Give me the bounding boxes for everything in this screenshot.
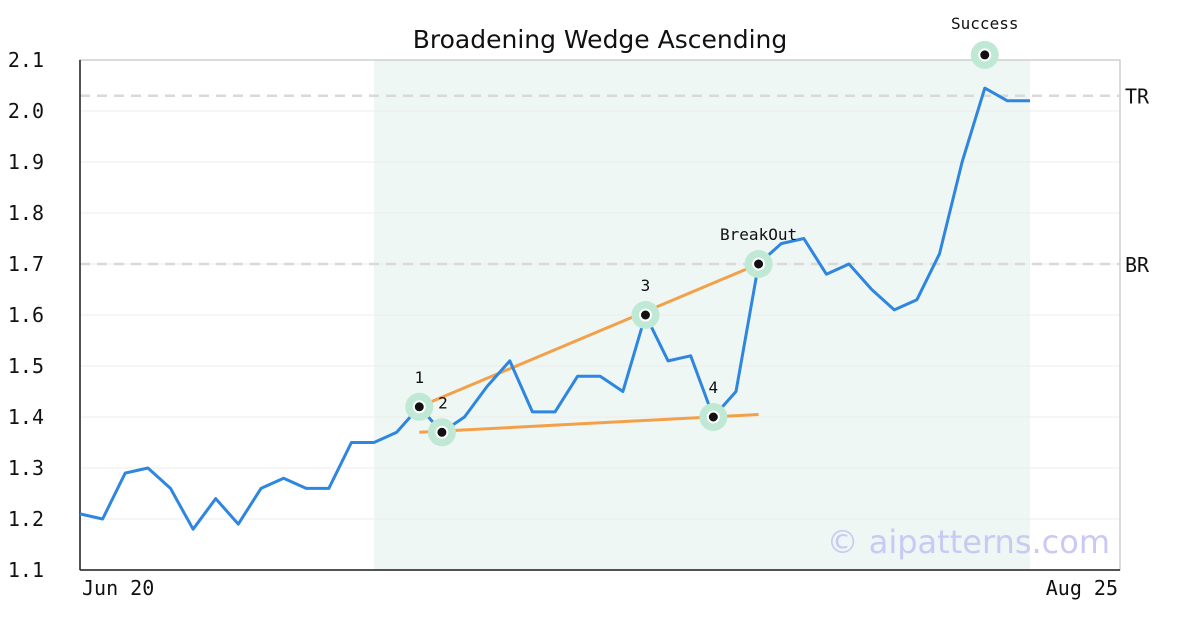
point-label-breakout: BreakOut [720, 225, 797, 244]
chart-title: Broadening Wedge Ascending [413, 25, 788, 54]
y-tick-label: 1.2 [8, 507, 44, 531]
point-label-4: 4 [709, 378, 719, 397]
point-marker-2 [435, 425, 449, 439]
y-tick-label: 1.1 [8, 558, 44, 582]
y-tick-label: 1.8 [8, 201, 44, 225]
price-line [79, 86, 1030, 531]
point-marker-3 [638, 308, 652, 322]
y-tick-label: 2.1 [8, 48, 44, 72]
watermark: © aipatterns.com [827, 523, 1110, 561]
y-tick-label: 1.3 [8, 456, 44, 480]
point-marker-breakout [752, 257, 766, 271]
point-marker-1 [412, 400, 426, 414]
y-tick-label: 2.0 [8, 99, 44, 123]
point-label-3: 3 [641, 276, 651, 295]
y-tick-label: 1.7 [8, 252, 44, 276]
x-tick-label: Jun 20 [82, 576, 154, 600]
level-label-br: BR [1125, 253, 1150, 277]
point-marker-4 [706, 410, 720, 424]
y-tick-label: 1.4 [8, 405, 44, 429]
y-tick-label: 1.9 [8, 150, 44, 174]
y-tick-label: 1.5 [8, 354, 44, 378]
y-tick-label: 1.6 [8, 303, 44, 327]
point-label-1: 1 [414, 368, 424, 387]
point-label-success: Success [951, 14, 1018, 33]
upper-trend-line [418, 262, 760, 409]
x-tick-label: Aug 25 [1046, 576, 1118, 600]
point-marker-success [978, 48, 992, 62]
point-label-2: 2 [438, 393, 448, 412]
level-label-tr: TR [1125, 85, 1150, 109]
